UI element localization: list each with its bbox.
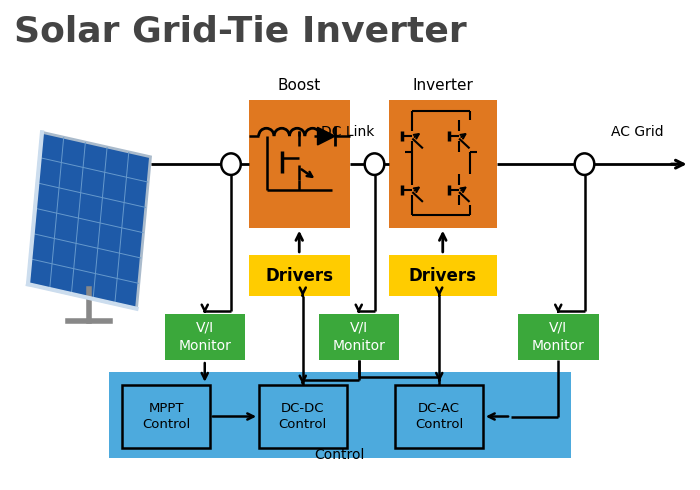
Text: V/I
Monitor: V/I Monitor [332, 321, 385, 353]
Text: Control: Control [314, 448, 365, 462]
Text: DC Link: DC Link [321, 125, 374, 139]
Text: AC Grid: AC Grid [610, 125, 664, 139]
Polygon shape [28, 132, 150, 309]
Text: Inverter: Inverter [413, 78, 473, 93]
Ellipse shape [575, 153, 594, 175]
Text: DC-AC
Control: DC-AC Control [415, 402, 463, 431]
FancyBboxPatch shape [164, 314, 245, 360]
Text: MPPT
Control: MPPT Control [142, 402, 190, 431]
Ellipse shape [365, 153, 384, 175]
Text: Boost: Boost [277, 78, 321, 93]
FancyBboxPatch shape [395, 385, 483, 448]
Text: V/I
Monitor: V/I Monitor [532, 321, 584, 353]
FancyBboxPatch shape [389, 255, 497, 296]
Ellipse shape [221, 153, 241, 175]
Text: Drivers: Drivers [265, 267, 333, 285]
Text: V/I
Monitor: V/I Monitor [178, 321, 231, 353]
FancyBboxPatch shape [259, 385, 346, 448]
FancyBboxPatch shape [318, 314, 399, 360]
FancyBboxPatch shape [389, 100, 497, 228]
FancyBboxPatch shape [108, 372, 570, 458]
Polygon shape [318, 127, 335, 145]
Text: DC-DC
Control: DC-DC Control [279, 402, 327, 431]
FancyBboxPatch shape [518, 314, 598, 360]
Text: Drivers: Drivers [409, 267, 477, 285]
Text: Solar Grid-Tie Inverter: Solar Grid-Tie Inverter [14, 15, 467, 49]
FancyBboxPatch shape [248, 255, 350, 296]
FancyBboxPatch shape [122, 385, 210, 448]
FancyBboxPatch shape [248, 100, 350, 228]
